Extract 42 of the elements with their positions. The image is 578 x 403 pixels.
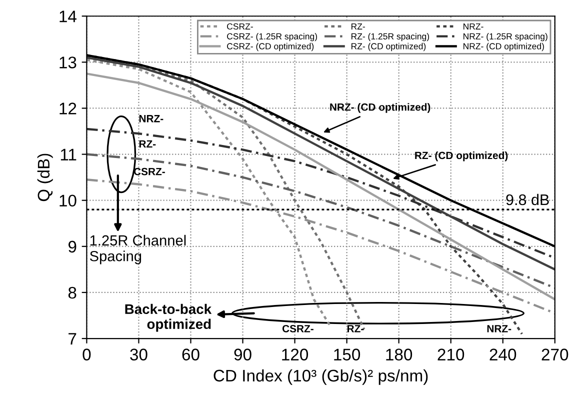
ref-line-label: 9.8 dB <box>506 194 549 206</box>
x-tick-label: 60 <box>182 348 200 360</box>
legend-label: RZ- <box>351 23 365 30</box>
x-tick-label: 180 <box>386 348 412 360</box>
x-tick-label: 30 <box>130 348 148 360</box>
y-tick-label: 11 <box>60 148 76 160</box>
x-tick-label: 270 <box>542 348 568 360</box>
y-tick-label: 7 <box>68 333 76 345</box>
legend-label: NRZ- (1.25R spacing) <box>464 33 548 42</box>
legend-label: RZ- (CD optimized) <box>351 42 426 52</box>
annotation: CSRZ- <box>134 168 165 176</box>
legend-label: NRZ- <box>464 23 484 30</box>
annotation: NRZ- (CD optimized) <box>330 103 430 113</box>
y-tick-label: 13 <box>60 56 76 68</box>
annotation: RZ- (CD optimized) <box>415 151 508 162</box>
y-tick-label: 9 <box>68 240 76 253</box>
x-tick-label: 90 <box>234 348 252 360</box>
x-tick-label: 210 <box>438 348 464 360</box>
y-tick-label: 8 <box>68 286 76 299</box>
y-tick-label: 10 <box>60 194 76 207</box>
legend-label: NRZ- (CD optimized) <box>464 42 544 52</box>
annotation: Back-to-back optimized <box>125 304 212 332</box>
legend-label: CSRZ- <box>227 23 253 30</box>
annotation: NRZ- <box>487 325 512 332</box>
x-tick-label: 120 <box>282 348 308 360</box>
annotation: RZ- <box>347 325 364 332</box>
legend-label: CSRZ- (1.25R spacing) <box>227 33 317 42</box>
annotation: 1.25R Channel Spacing <box>90 234 186 264</box>
x-tick-label: 240 <box>490 348 516 360</box>
x-tick-label: 150 <box>334 348 360 360</box>
y-tick-label: 14 <box>60 10 76 22</box>
annotation: CSRZ- <box>282 324 314 332</box>
line-series <box>86 72 555 300</box>
legend-label: CSRZ- (CD optimized) <box>227 42 314 52</box>
annotation: NRZ- <box>139 115 164 122</box>
legend-label: RZ- (1.25R spacing) <box>351 33 429 42</box>
annotation: RZ- <box>139 140 156 148</box>
x-axis-title: CD Index (10³ (Gb/s)² ps/nm) <box>214 369 428 385</box>
y-tick-label: 12 <box>60 102 76 114</box>
line-series <box>86 153 555 289</box>
x-tick-label: 0 <box>82 348 91 360</box>
y-axis-title: Q (dB) <box>37 154 53 202</box>
